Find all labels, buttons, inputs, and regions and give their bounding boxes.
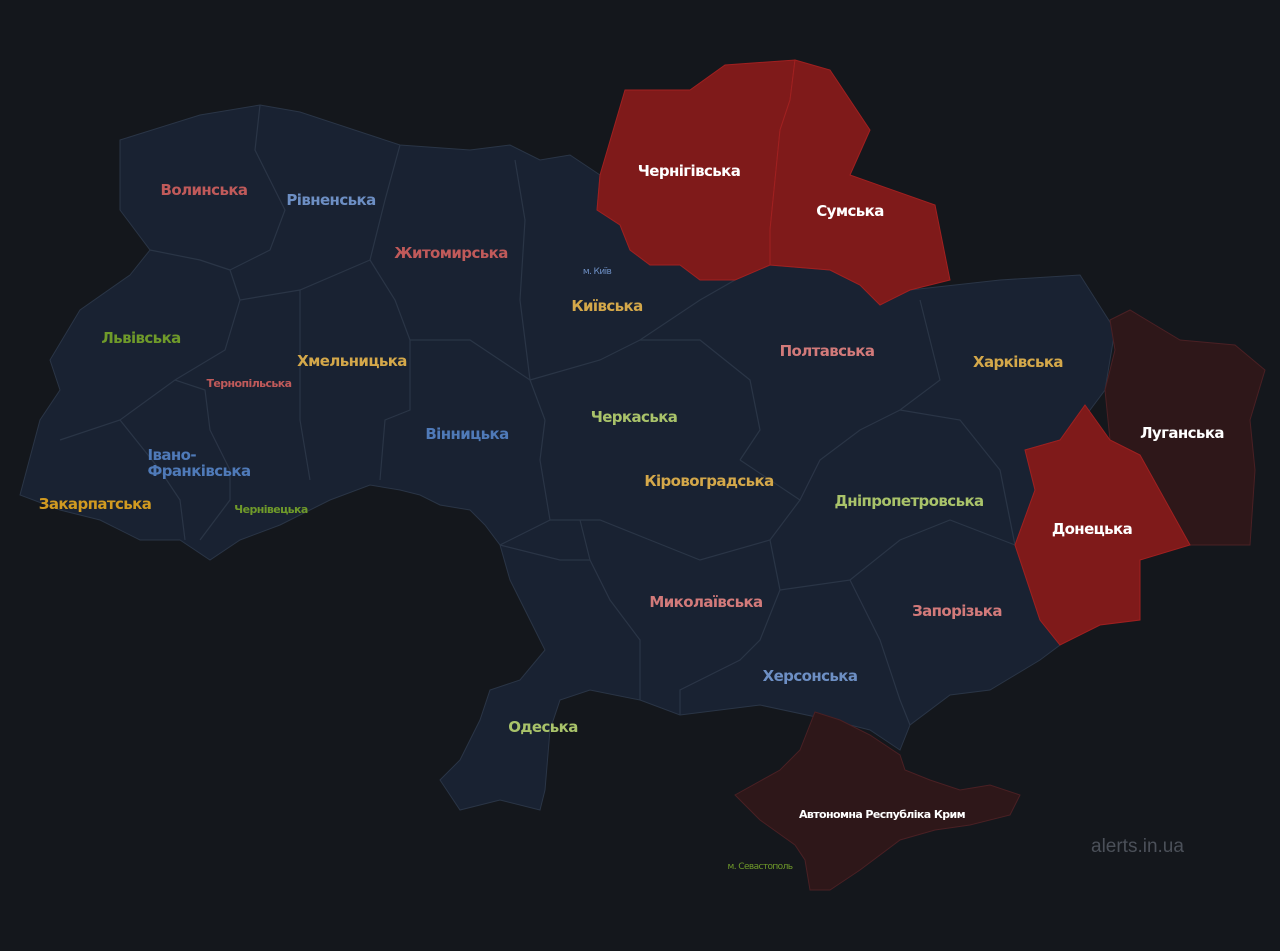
label-sevastopol: м. Севастополь xyxy=(727,862,794,872)
label-ternopil: Тернопільська xyxy=(206,377,293,390)
label-zhytomyr: Житомирська xyxy=(394,244,508,262)
label-kirovohrad: Кіровоградська xyxy=(644,472,774,490)
label-crimea: Автономна Республіка Крим xyxy=(798,808,966,821)
label-zakarpattia: Закарпатська xyxy=(38,495,152,513)
label-kherson: Херсонська xyxy=(762,667,858,685)
label-lviv: Львівська xyxy=(101,329,181,347)
label-dnipropetrovsk: Дніпропетровська xyxy=(834,492,984,510)
label-sumy: Сумська xyxy=(816,202,884,220)
label-vinnytsia: Вінницька xyxy=(425,425,509,443)
watermark: alerts.in.ua xyxy=(1091,836,1184,857)
label-mykolaiv: Миколаївська xyxy=(649,593,763,611)
label-odesa: Одеська xyxy=(508,718,578,736)
region-sumy-alert[interactable] xyxy=(769,59,951,306)
region-crimea-occupied[interactable] xyxy=(734,711,1021,891)
label-poltava: Полтавська xyxy=(779,342,875,360)
internal-borders xyxy=(59,104,1016,726)
label-chernihiv: Чернігівська xyxy=(637,162,741,180)
label-kharkiv: Харківська xyxy=(973,353,1064,371)
label-khmelnytskyi: Хмельницька xyxy=(297,352,407,370)
region-donetsk-alert[interactable] xyxy=(1014,404,1191,646)
label-luhansk: Луганська xyxy=(1140,424,1224,442)
label-chernivtsi: Чернівецька xyxy=(234,503,308,516)
label-volyn: Волинська xyxy=(160,181,248,199)
label-kyiv-oblast: Київська xyxy=(571,297,643,315)
label-kyiv-city: м. Київ xyxy=(582,267,612,277)
region-luhansk-occupied[interactable] xyxy=(1104,309,1266,546)
label-donetsk: Донецька xyxy=(1051,520,1133,538)
label-cherkasy: Черкаська xyxy=(590,408,678,426)
label-rivne: Рівненська xyxy=(286,191,376,209)
label-ivano-frankivsk: Івано- Франківська xyxy=(147,446,252,480)
label-zaporizhzhia: Запорізька xyxy=(912,602,1002,620)
